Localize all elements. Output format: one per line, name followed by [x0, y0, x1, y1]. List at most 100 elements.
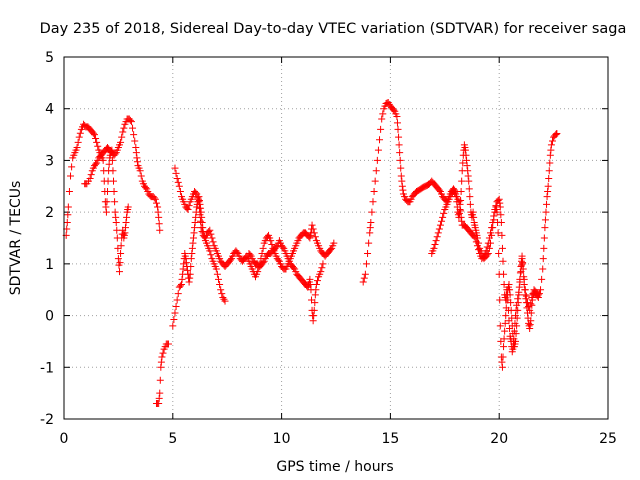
data-point	[397, 172, 405, 180]
data-point	[226, 256, 234, 264]
data-point	[169, 322, 177, 330]
data-point	[86, 175, 94, 183]
y-tick-label: 2	[45, 205, 54, 221]
data-point	[501, 327, 509, 335]
data-point	[182, 259, 190, 267]
data-point	[290, 264, 298, 272]
x-tick-label: 25	[599, 431, 617, 447]
data-point	[176, 187, 184, 195]
data-point	[526, 306, 534, 314]
data-point	[67, 172, 75, 180]
data-point	[540, 234, 548, 242]
data-point	[309, 317, 317, 325]
x-axis-label: GPS time / hours	[276, 459, 393, 475]
data-point	[552, 131, 560, 139]
data-point	[494, 229, 502, 237]
data-point	[486, 229, 494, 237]
data-point	[472, 238, 480, 246]
data-point	[310, 312, 318, 320]
data-point	[537, 286, 545, 294]
data-point	[213, 270, 221, 278]
data-point	[544, 182, 552, 190]
data-point	[90, 131, 98, 139]
data-point	[523, 299, 531, 307]
data-point	[513, 301, 521, 309]
data-point	[150, 194, 158, 202]
data-point	[308, 221, 316, 229]
data-point	[496, 199, 504, 207]
data-point	[368, 208, 376, 216]
data-point	[174, 178, 182, 186]
data-point	[195, 204, 203, 212]
data-point	[378, 115, 386, 123]
data-point	[362, 260, 370, 268]
data-point	[500, 335, 508, 343]
data-point	[112, 218, 120, 226]
data-point	[111, 150, 119, 158]
data-point	[311, 233, 319, 241]
data-point	[156, 226, 164, 234]
data-point	[198, 228, 206, 236]
data-point	[131, 137, 139, 145]
data-point	[465, 185, 473, 193]
data-point	[458, 177, 466, 185]
data-point	[159, 349, 167, 357]
data-point	[132, 144, 140, 151]
data-point	[119, 230, 127, 238]
data-point	[469, 208, 477, 216]
data-point	[365, 239, 373, 247]
y-tick-label: 3	[45, 153, 54, 169]
data-point	[218, 290, 226, 298]
data-point	[431, 240, 439, 248]
data-point	[384, 99, 392, 107]
data-point	[92, 160, 100, 168]
data-point	[457, 187, 465, 195]
data-point	[366, 229, 374, 237]
data-point	[133, 154, 141, 162]
data-point	[192, 213, 200, 221]
data-point	[540, 244, 548, 252]
data-point	[516, 278, 524, 286]
data-point	[435, 225, 443, 233]
data-point	[268, 240, 276, 248]
data-point	[194, 194, 202, 202]
data-point	[259, 259, 267, 267]
data-point	[522, 292, 530, 300]
data-point	[490, 212, 498, 220]
data-point	[152, 199, 160, 207]
data-point	[546, 159, 554, 167]
data-point	[110, 177, 118, 185]
data-point	[514, 295, 522, 303]
data-point	[109, 167, 117, 175]
data-point	[489, 218, 497, 226]
data-point	[393, 112, 401, 120]
data-point	[492, 202, 500, 210]
data-point	[497, 211, 505, 219]
data-point	[509, 343, 517, 351]
data-point	[519, 265, 527, 273]
data-point	[206, 247, 214, 255]
data-point	[119, 128, 127, 136]
data-point	[306, 281, 314, 289]
data-point	[451, 189, 459, 197]
data-point	[189, 234, 197, 242]
data-point	[187, 255, 195, 263]
data-point	[439, 213, 447, 221]
data-point	[390, 106, 398, 114]
data-point	[113, 226, 121, 234]
data-point	[197, 217, 205, 225]
data-point	[393, 119, 401, 127]
y-tick-label: 4	[45, 102, 54, 118]
data-point	[463, 156, 471, 164]
data-point	[172, 303, 180, 311]
data-point	[319, 260, 327, 268]
data-point	[512, 312, 520, 320]
data-point	[197, 224, 205, 232]
data-point	[279, 243, 287, 251]
data-point	[102, 203, 110, 211]
data-point	[75, 133, 83, 141]
data-point	[220, 295, 228, 303]
data-point	[132, 149, 140, 157]
